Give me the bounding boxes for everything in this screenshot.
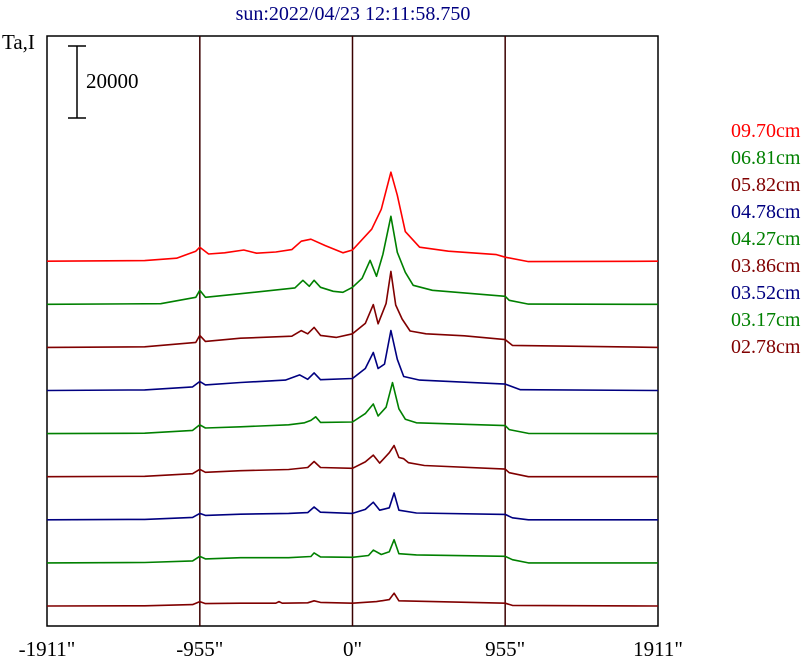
legend-entry-03.86cm: 03.86cm bbox=[731, 255, 801, 277]
series-line-04.27cm bbox=[46, 381, 659, 435]
x-tick-label-2: 0" bbox=[343, 637, 362, 661]
series-line-04.78cm bbox=[46, 329, 659, 392]
series-line-02.78cm bbox=[46, 592, 659, 607]
reference-lines bbox=[199, 36, 506, 626]
series-line-09.70cm bbox=[46, 171, 659, 263]
legend-entry-06.81cm: 06.81cm bbox=[731, 147, 801, 169]
x-tick-label-1: -955" bbox=[176, 637, 223, 661]
legend-entry-04.78cm: 04.78cm bbox=[731, 201, 801, 223]
legend-entry-03.52cm: 03.52cm bbox=[731, 282, 801, 304]
x-tick-label-3: 955" bbox=[485, 637, 525, 661]
legend-entry-05.82cm: 05.82cm bbox=[731, 174, 801, 196]
series-line-03.17cm bbox=[46, 538, 658, 564]
legend-entry-03.17cm: 03.17cm bbox=[731, 309, 801, 331]
legend-entry-02.78cm: 02.78cm bbox=[731, 336, 801, 358]
series-line-05.82cm bbox=[46, 270, 659, 349]
series-lines bbox=[46, 171, 659, 607]
legend-entry-04.27cm: 04.27cm bbox=[731, 228, 801, 250]
scale-bar-label: 20000 bbox=[86, 69, 139, 93]
x-tick-labels: -1911" -955" 0" 955" 1911" bbox=[19, 637, 683, 661]
scale-bar: 20000 bbox=[68, 45, 139, 119]
x-tick-label-0: -1911" bbox=[19, 637, 76, 661]
legend-entry-09.70cm: 09.70cm bbox=[731, 120, 801, 142]
series-line-03.86cm bbox=[46, 444, 658, 478]
y-axis-label: Ta,I bbox=[2, 30, 35, 54]
legend: 09.70cm 06.81cm 05.82cm 04.78cm 04.27cm 03.86… bbox=[731, 120, 801, 358]
x-tick-label-4: 1911" bbox=[633, 637, 683, 661]
series-line-03.52cm bbox=[46, 492, 658, 521]
chart-title: sun:2022/04/23 12:11:58.750 bbox=[236, 3, 471, 25]
series-line-06.81cm bbox=[46, 215, 659, 306]
